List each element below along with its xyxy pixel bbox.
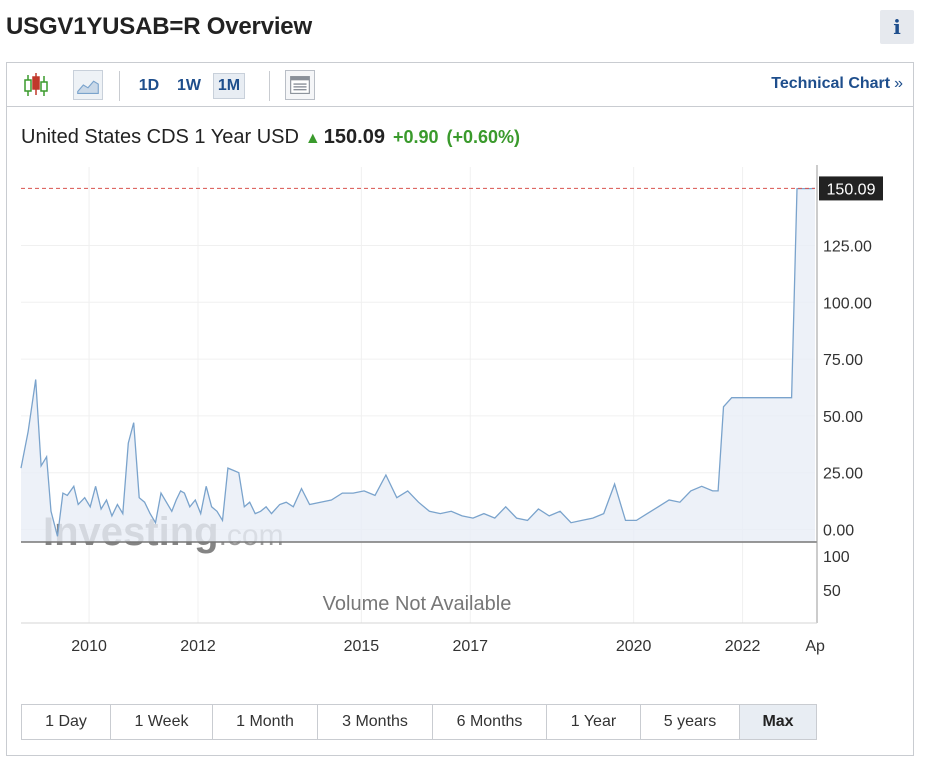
- quote-header: United States CDS 1 Year USD ▲ 150.09 +0.90…: [21, 126, 520, 149]
- y-tick-label: 50.00: [823, 409, 863, 426]
- y-tick-label: 100.00: [823, 295, 872, 312]
- last-price: 150.09: [323, 126, 385, 148]
- instrument-name: United States CDS 1 Year USD: [21, 126, 299, 148]
- x-tick-label: 2022: [725, 638, 761, 655]
- interval-1w-button[interactable]: 1W: [177, 77, 201, 94]
- chart-widget: 1D 1W 1M Technical Chart» United States …: [6, 62, 914, 756]
- time-range-selector: 1 Day 1 Week 1 Month 3 Months 6 Months 1…: [21, 704, 817, 740]
- technical-chart-link[interactable]: Technical Chart»: [771, 75, 903, 93]
- volume-tick-label: 100: [823, 549, 850, 566]
- technical-chart-label: Technical Chart: [771, 75, 891, 92]
- volume-tick-label: 50: [823, 583, 841, 600]
- range-1-day-button[interactable]: 1 Day: [22, 705, 111, 739]
- candlestick-chart-icon[interactable]: [21, 70, 51, 100]
- volume-unavailable-text: Volume Not Available: [323, 593, 512, 615]
- x-tick-label: 2020: [616, 638, 652, 655]
- toolbar-divider: [119, 71, 120, 101]
- price-change: +0.90: [392, 127, 439, 147]
- last-price-tag-label: 150.09: [827, 181, 876, 198]
- range-6-months-button[interactable]: 6 Months: [433, 705, 547, 739]
- y-tick-label: 0.00: [823, 523, 854, 540]
- x-tick-label: 2017: [452, 638, 488, 655]
- page-title: USGV1YUSAB=R Overview: [6, 13, 312, 40]
- up-arrow-icon: ▲: [304, 130, 321, 147]
- range-max-button[interactable]: Max: [740, 705, 816, 739]
- range-1-week-button[interactable]: 1 Week: [111, 705, 213, 739]
- chart-toolbar: 1D 1W 1M Technical Chart»: [7, 63, 913, 107]
- y-tick-label: 75.00: [823, 352, 863, 369]
- toolbar-divider: [269, 71, 270, 101]
- range-1-year-button[interactable]: 1 Year: [547, 705, 641, 739]
- table-view-icon[interactable]: [285, 70, 315, 100]
- info-button[interactable]: i: [880, 10, 914, 44]
- area-chart-icon[interactable]: [73, 70, 103, 100]
- y-tick-label: 125.00: [823, 238, 872, 255]
- interval-1d-button[interactable]: 1D: [138, 77, 160, 94]
- last-price-tag: [819, 176, 883, 201]
- price-change-percent: (+0.60%): [446, 127, 521, 147]
- x-tick-label: 2012: [180, 638, 216, 655]
- range-1-month-button[interactable]: 1 Month: [213, 705, 318, 739]
- x-tick-label: 2010: [71, 638, 107, 655]
- range-3-months-button[interactable]: 3 Months: [318, 705, 433, 739]
- x-tick-label: 2015: [344, 638, 380, 655]
- interval-1m-button[interactable]: 1M: [213, 73, 245, 99]
- range-5-years-button[interactable]: 5 years: [641, 705, 740, 739]
- chevron-right-icon: »: [894, 75, 903, 92]
- x-tick-label: Ap: [805, 638, 825, 655]
- price-chart[interactable]: Investing.com 150.09125.00100.0075.0050.…: [7, 63, 913, 693]
- y-tick-label: 25.00: [823, 466, 863, 483]
- series-line: [20, 187, 816, 537]
